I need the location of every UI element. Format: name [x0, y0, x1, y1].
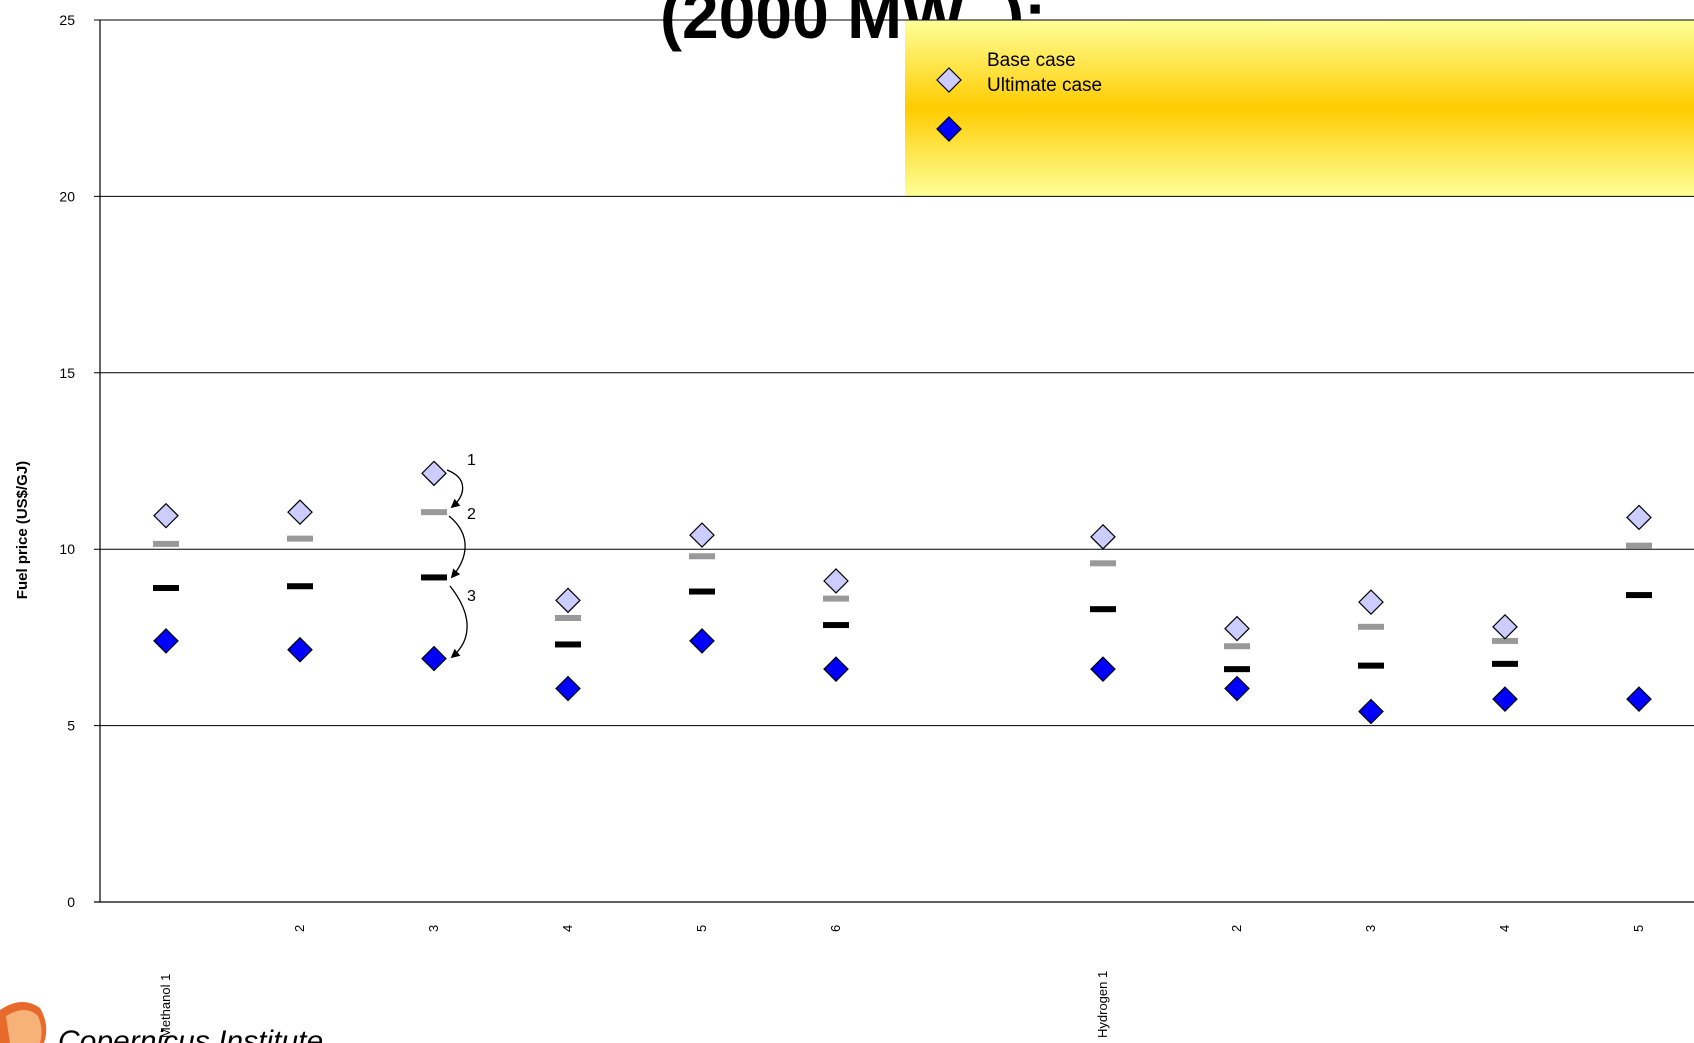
annotation-label-1: 1 [467, 452, 476, 469]
black-dash-6 [1090, 606, 1116, 613]
x-tick-label-4: 5 [694, 925, 709, 932]
x-tick-label-2: 3 [426, 925, 441, 932]
ultimate-case-point-5 [823, 656, 849, 683]
base-case-point-10 [1626, 504, 1652, 531]
annotation-arrows [446, 469, 468, 659]
grey-dash-9 [1492, 637, 1518, 644]
black-dash-7 [1224, 666, 1250, 673]
base-case-point-4 [689, 522, 715, 548]
y-axis-label: Fuel price (US$/GJ) [14, 461, 31, 599]
ultimate-case-point-1 [287, 636, 313, 663]
x-tick-label-10: 5 [1631, 925, 1646, 932]
x-tick-label-3: 4 [560, 925, 575, 932]
x-tick-label-8: 3 [1363, 925, 1378, 932]
grey-dash-10 [1626, 542, 1652, 549]
grey-dash-4 [689, 553, 715, 560]
y-tick-label-4: 20 [59, 188, 75, 204]
legend-ultimate-label: Ultimate case [987, 75, 1102, 96]
legend-base-marker [936, 67, 962, 93]
grey-dash-6 [1090, 560, 1116, 567]
base-case-point-1 [287, 499, 313, 526]
x-tick-label-5: 6 [828, 925, 843, 932]
base-case-point-7 [1224, 615, 1250, 642]
footer-text: Copernicus Institute [58, 1025, 323, 1043]
black-dash-4 [689, 588, 715, 595]
ultimate-case-point-10 [1626, 686, 1652, 712]
copernicus-logo-icon [0, 1001, 47, 1043]
base-case-point-2 [421, 460, 447, 487]
x-tick-label-1: 2 [292, 925, 307, 932]
ultimate-case-point-8 [1358, 698, 1384, 725]
grey-dash-5 [823, 595, 849, 602]
x-tick-label-6: Hydrogen 1 [1095, 971, 1110, 1038]
black-dash-1 [287, 583, 313, 590]
y-tick-label-1: 5 [67, 718, 75, 734]
ultimate-case-point-0 [153, 628, 179, 654]
ultimate-case-point-6 [1090, 656, 1116, 683]
grey-dash-3 [555, 614, 581, 621]
annotation-label-3: 3 [467, 588, 476, 605]
ultimate-case-point-9 [1492, 686, 1518, 712]
base-case-point-3 [555, 587, 581, 614]
base-case-point-5 [823, 568, 849, 594]
y-tick-label-5: 25 [59, 12, 75, 28]
axes: 0 5 10 15 20 25 Methanol 1 2 3 4 5 6 Hydrogen 1 2 3 4 5 [59, 12, 1646, 1038]
x-tick-label-0: Methanol 1 [158, 974, 173, 1038]
annotation-arrow-1 [446, 469, 464, 509]
data-marks [153, 460, 1652, 725]
x-tick-label-7: 2 [1229, 925, 1244, 932]
base-case-point-8 [1358, 589, 1384, 615]
y-tick-label-2: 10 [59, 541, 75, 557]
ultimate-case-point-4 [689, 628, 715, 654]
black-dash-0 [153, 585, 179, 592]
grey-dash-0 [153, 540, 179, 547]
legend-panel [905, 20, 1694, 196]
base-case-point-0 [153, 502, 179, 529]
grey-dash-7 [1224, 643, 1250, 650]
annotation-label-2: 2 [467, 506, 476, 523]
annotation-arrow-3 [449, 585, 468, 659]
grey-dash-8 [1358, 623, 1384, 630]
base-case-point-6 [1090, 524, 1116, 550]
grey-dash-2 [421, 509, 447, 516]
x-tick-label-9: 4 [1497, 925, 1512, 932]
ultimate-case-point-7 [1224, 675, 1250, 702]
legend-base-label: Base case [987, 50, 1076, 71]
grid [94, 19, 1694, 903]
legend-ultimate-marker [936, 116, 962, 142]
y-tick-label-3: 15 [59, 365, 75, 381]
y-tick-label-0: 0 [67, 894, 75, 910]
ultimate-case-point-2 [421, 645, 447, 672]
annotation-arrow-2 [448, 515, 466, 579]
black-dash-3 [555, 641, 581, 648]
base-case-point-9 [1492, 613, 1518, 640]
black-dash-2 [421, 574, 447, 581]
black-dash-5 [823, 622, 849, 629]
grey-dash-1 [287, 535, 313, 542]
ultimate-case-point-3 [555, 675, 581, 702]
black-dash-9 [1492, 660, 1518, 667]
black-dash-10 [1626, 592, 1652, 599]
black-dash-8 [1358, 662, 1384, 669]
